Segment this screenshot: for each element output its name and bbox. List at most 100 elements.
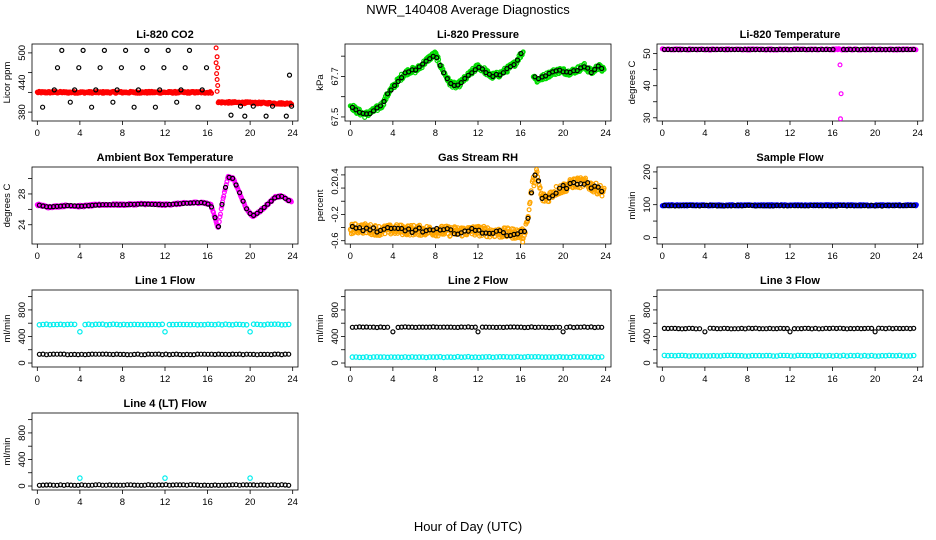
y-axis-label: kPa: [315, 74, 326, 91]
y-tick-label: 0: [330, 360, 341, 365]
data-point: [47, 321, 53, 328]
data-point: [374, 354, 380, 360]
y-tick-label: 800: [330, 302, 341, 318]
x-tick-label: 0: [348, 128, 353, 139]
data-point: [219, 321, 225, 328]
series-active: [661, 325, 917, 335]
y-tick-label: 200: [642, 164, 653, 180]
data-point: [900, 353, 907, 359]
x-tick-label: 16: [515, 374, 526, 385]
data-point: [465, 228, 471, 234]
y-axis-label: ml/min: [627, 315, 638, 343]
data-point: [518, 50, 524, 57]
data-point: [696, 353, 703, 359]
data-point: [405, 354, 412, 361]
data-point: [370, 354, 377, 360]
data-point: [468, 354, 475, 361]
data-point: [50, 321, 57, 328]
data-point: [269, 103, 276, 109]
data-point: [728, 352, 735, 359]
data-point: [377, 354, 384, 360]
data-point: [275, 321, 282, 328]
data-point: [437, 353, 444, 360]
x-tick-label: 16: [515, 128, 526, 139]
data-point: [679, 352, 685, 359]
x-tick-label: 0: [660, 128, 665, 139]
data-point: [448, 227, 454, 233]
x-tick-label: 8: [120, 497, 125, 508]
data-point: [103, 321, 110, 328]
data-point: [286, 197, 292, 204]
data-point: [101, 47, 108, 54]
data-point: [110, 321, 117, 328]
data-point: [601, 185, 607, 191]
data-point: [92, 321, 99, 328]
data-point: [205, 201, 211, 207]
data-point: [527, 199, 533, 205]
data-point: [203, 65, 210, 71]
data-point: [584, 354, 591, 360]
data-point: [535, 178, 542, 184]
data-point: [911, 202, 917, 209]
data-point: [780, 352, 787, 359]
data-point: [738, 352, 745, 359]
data-point: [97, 65, 103, 71]
panel-2: Li-820 Pressure kPa 0 4 8 12 16 20 24 67.5 67.7: [315, 29, 612, 139]
y-tick-label: 500: [17, 45, 28, 61]
data-point: [261, 204, 267, 210]
data-point: [851, 352, 857, 359]
data-point: [549, 354, 556, 360]
data-point: [854, 352, 861, 359]
data-point: [893, 352, 900, 359]
data-point: [214, 54, 220, 60]
data-point: [514, 353, 521, 360]
data-point: [665, 352, 671, 359]
data-point: [219, 201, 225, 207]
data-point: [247, 328, 253, 335]
data-point: [77, 475, 83, 481]
x-tick-label: 0: [660, 374, 665, 385]
data-point: [819, 353, 826, 359]
data-point: [752, 352, 759, 359]
data-point: [427, 56, 433, 62]
data-point: [118, 65, 125, 71]
x-tick-label: 0: [660, 251, 665, 262]
data-point: [599, 65, 605, 72]
data-point: [514, 231, 521, 237]
x-tick-label: 20: [870, 374, 881, 385]
data-point: [356, 354, 363, 361]
data-point: [475, 329, 481, 335]
data-point: [805, 352, 812, 359]
data-point: [490, 354, 496, 361]
data-point: [556, 353, 563, 360]
x-tick-label: 12: [160, 251, 171, 262]
y-axis-label: percent: [315, 189, 326, 221]
data-point: [222, 184, 229, 190]
data-point: [437, 62, 443, 69]
data-point: [714, 353, 720, 359]
x-tick-label: 20: [558, 374, 569, 385]
data-point: [472, 67, 478, 73]
data-point: [170, 321, 176, 328]
data-point: [140, 65, 146, 71]
y-tick-label: 40: [642, 80, 653, 91]
data-point: [585, 65, 591, 71]
data-point: [229, 321, 236, 328]
data-point: [178, 87, 184, 93]
data-point: [289, 101, 295, 107]
data-point: [399, 225, 405, 232]
data-point: [349, 104, 355, 111]
panel-title: Li-820 Temperature: [740, 29, 841, 41]
data-point: [215, 82, 221, 88]
data-point: [493, 354, 500, 360]
data-point: [911, 46, 917, 53]
data-point: [120, 321, 127, 328]
data-point: [67, 99, 73, 105]
y-tick-label: 50: [642, 48, 653, 59]
x-tick-label: 12: [473, 128, 484, 139]
data-point: [406, 226, 412, 232]
data-point: [528, 354, 535, 360]
data-point: [282, 195, 288, 201]
data-point: [222, 321, 229, 328]
data-point: [265, 201, 271, 207]
